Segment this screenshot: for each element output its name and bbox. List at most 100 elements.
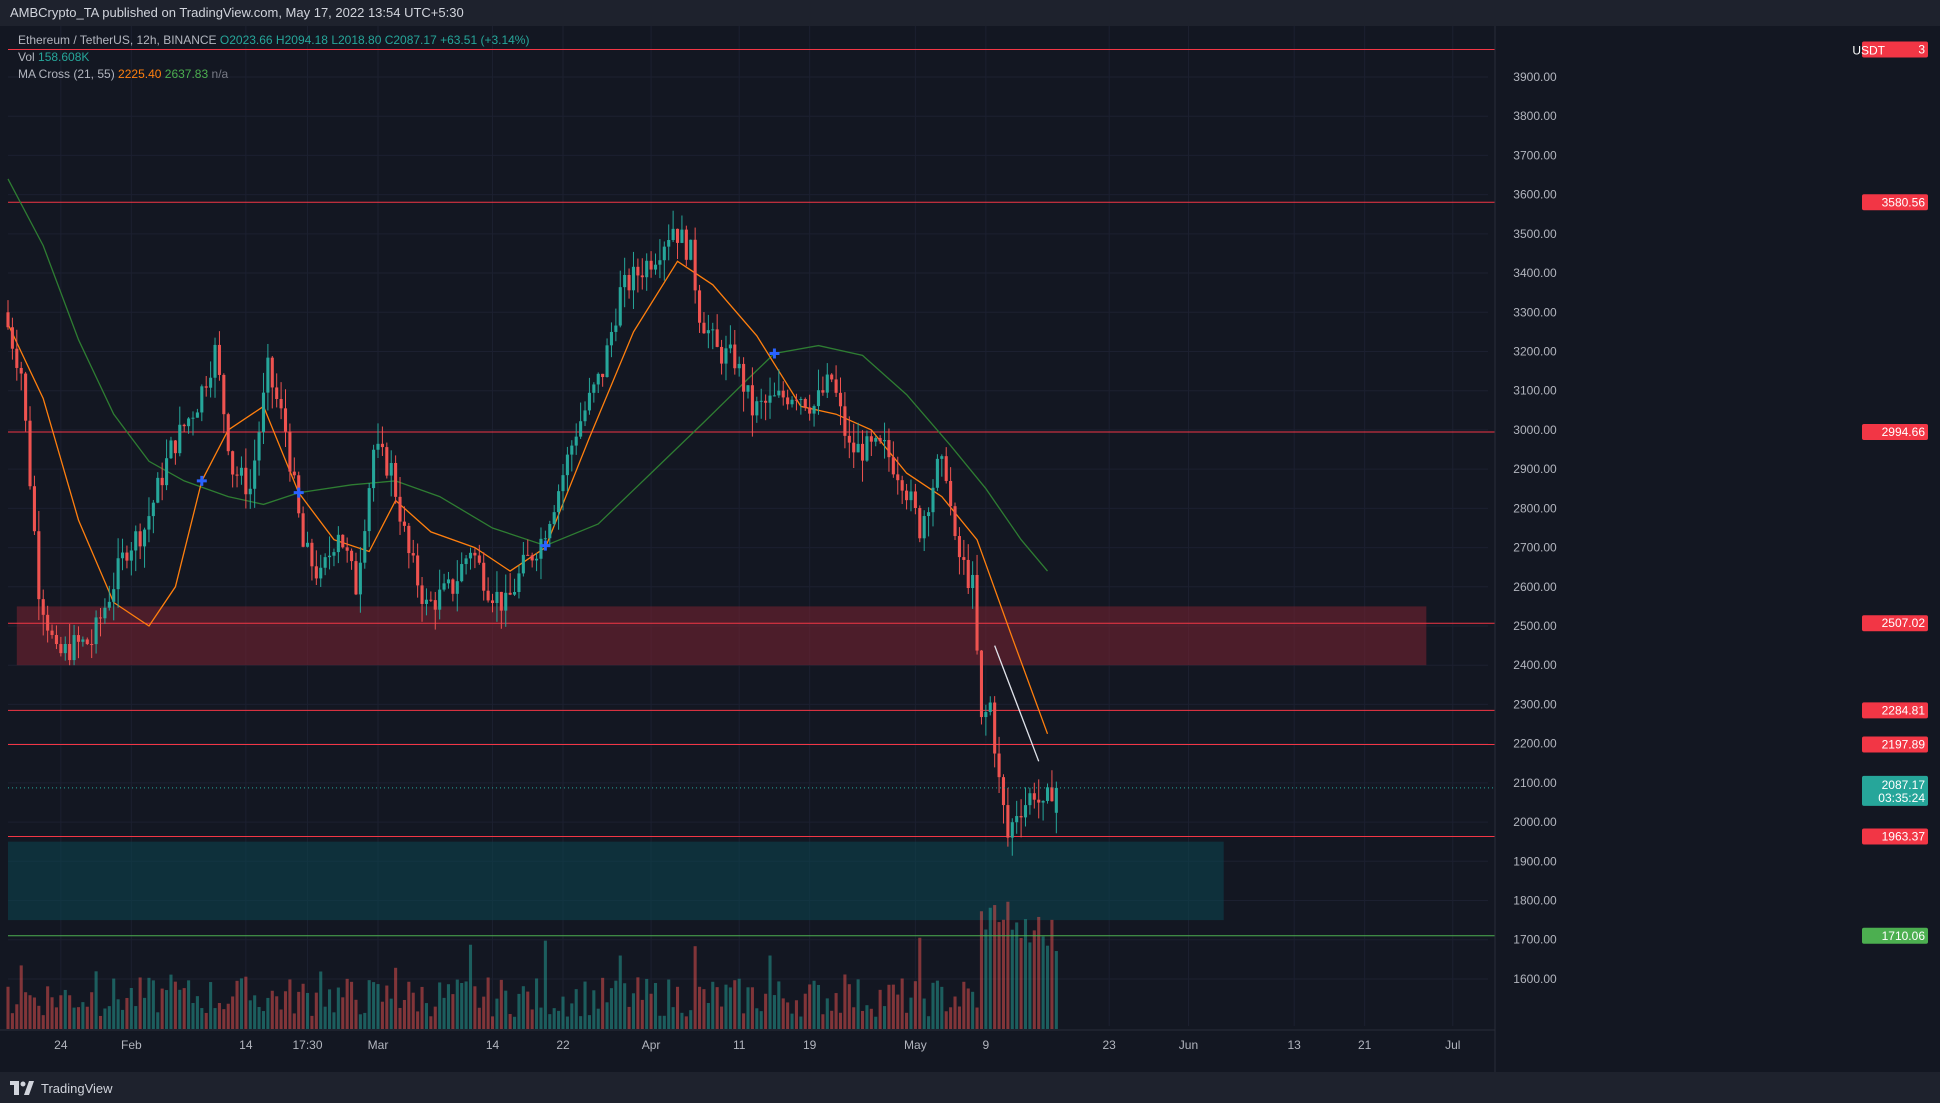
price-tick-label: 1700.00 — [1513, 933, 1557, 947]
legend-ohlc: O2023.66 H2094.18 L2018.80 C2087.17 +63.… — [219, 33, 530, 47]
candle-body — [292, 471, 296, 476]
price-axis[interactable]: 1600.00 1700.00 1800.00 1900.00 2000.00 2100.… — [8, 26, 1928, 1072]
candle-body — [160, 477, 164, 486]
candle-body — [319, 567, 323, 579]
volume-bar — [764, 993, 768, 1029]
candle-body — [627, 274, 631, 291]
candle-body — [1050, 787, 1054, 802]
volume-bar — [231, 996, 235, 1029]
volume-bar — [297, 991, 301, 1029]
time-tick-label: 22 — [556, 1038, 570, 1052]
level-price-tag — [1862, 736, 1928, 753]
price-tick-label: 1900.00 — [1513, 854, 1557, 868]
volume-bar — [350, 981, 354, 1029]
price-tick-label: 2900.00 — [1513, 462, 1557, 476]
candle-body — [517, 573, 521, 593]
legend-volume-row: Vol 158.608K — [18, 50, 89, 64]
volume-bar — [486, 977, 490, 1029]
candle-body — [213, 344, 217, 378]
price-tick-label: 2400.00 — [1513, 658, 1557, 672]
candle-body — [777, 390, 781, 396]
legend-ma-row: MA Cross (21, 55) 2225.40 2637.83 n/a — [18, 67, 228, 81]
candle-body — [750, 385, 754, 416]
volume-bar — [896, 994, 900, 1029]
candle-body — [200, 386, 204, 413]
volume-bar — [852, 1007, 856, 1029]
volume-bar — [270, 990, 274, 1029]
candle-body — [680, 229, 684, 243]
candle-body — [579, 421, 583, 437]
currency-label: USDT — [1852, 44, 1885, 58]
candle-body — [112, 589, 116, 602]
volume-bar — [627, 1006, 631, 1029]
volume-bar — [944, 1011, 948, 1029]
volume-bar — [147, 977, 151, 1029]
candle-body — [231, 451, 235, 475]
time-axis[interactable]: 24 Feb 14 17:30 Mar 14 22 Apr 11 19 May 9 23 Jun 13 21 J… — [0, 1029, 1495, 1052]
volume-bar — [975, 1007, 979, 1029]
volume-bar — [667, 979, 671, 1029]
candle-body — [742, 363, 746, 392]
volume-bar — [781, 998, 785, 1029]
volume-bar — [790, 1013, 794, 1029]
volume-bar — [543, 940, 547, 1029]
supply-zone — [16, 606, 1427, 666]
candle-body — [1015, 816, 1019, 823]
ma-cross-marker — [196, 475, 207, 486]
volume-bar — [742, 1013, 746, 1029]
level-price-tag — [1862, 702, 1928, 719]
horizontal-levels: 3 3580.56 2994.66 2507.02 2284.81 2197.89 1963… — [8, 41, 1928, 944]
volume-bar — [98, 1015, 103, 1029]
candle-body — [46, 614, 50, 631]
time-tick-label: 19 — [803, 1038, 817, 1052]
time-tick-label: 24 — [54, 1038, 68, 1052]
volume-bar — [354, 999, 358, 1029]
volume-bar — [420, 986, 424, 1029]
volume-bar — [856, 979, 860, 1029]
candle-body — [305, 542, 310, 547]
volume-bar — [363, 1012, 367, 1029]
candle-body — [979, 650, 983, 718]
candle-body — [786, 397, 790, 405]
volume-bar — [816, 984, 821, 1029]
volume-bar — [671, 1007, 675, 1029]
demand-zone — [8, 841, 1224, 921]
level-price-label: 1710.06 — [1882, 929, 1926, 943]
volume-bar — [605, 1002, 609, 1029]
candle-body — [28, 420, 32, 487]
volume-bar — [156, 1012, 160, 1029]
volume-bar — [32, 997, 36, 1029]
cross-markers — [196, 348, 780, 551]
candle-body — [962, 557, 966, 560]
level-price-label: 3 — [1918, 43, 1925, 57]
volume-bar — [649, 993, 653, 1029]
candle-body — [636, 266, 640, 276]
volume-bar — [706, 1002, 710, 1029]
volume-bar — [226, 1003, 230, 1029]
candle-body — [675, 228, 680, 243]
volume-bar — [37, 1005, 41, 1029]
volume-bar — [869, 1008, 873, 1029]
volume-bar — [786, 1002, 790, 1029]
price-chart[interactable]: 3 3580.56 2994.66 2507.02 2284.81 2197.89 1963… — [0, 26, 1940, 1072]
candle-body — [90, 644, 94, 646]
volume-bar — [535, 978, 539, 1029]
candle-body — [521, 554, 525, 574]
price-tick-label: 3200.00 — [1513, 344, 1557, 358]
candle-body — [949, 480, 953, 507]
candle-body — [623, 274, 627, 288]
volume-bar — [107, 1006, 111, 1029]
level-price-label: 2284.81 — [1882, 703, 1926, 717]
tradingview-logo[interactable]: TradingView — [10, 1079, 113, 1097]
candle-body — [808, 407, 812, 414]
candle-body — [601, 373, 605, 378]
level-price-tag — [1862, 194, 1928, 211]
volume-bar — [883, 1006, 887, 1029]
candle-body — [1054, 787, 1058, 813]
time-tick-label: 9 — [983, 1038, 990, 1052]
candle-body — [631, 266, 636, 291]
candle-body — [825, 374, 829, 393]
candle-body — [530, 555, 534, 561]
volume-bar — [160, 988, 164, 1029]
volume-bar — [587, 1015, 591, 1029]
